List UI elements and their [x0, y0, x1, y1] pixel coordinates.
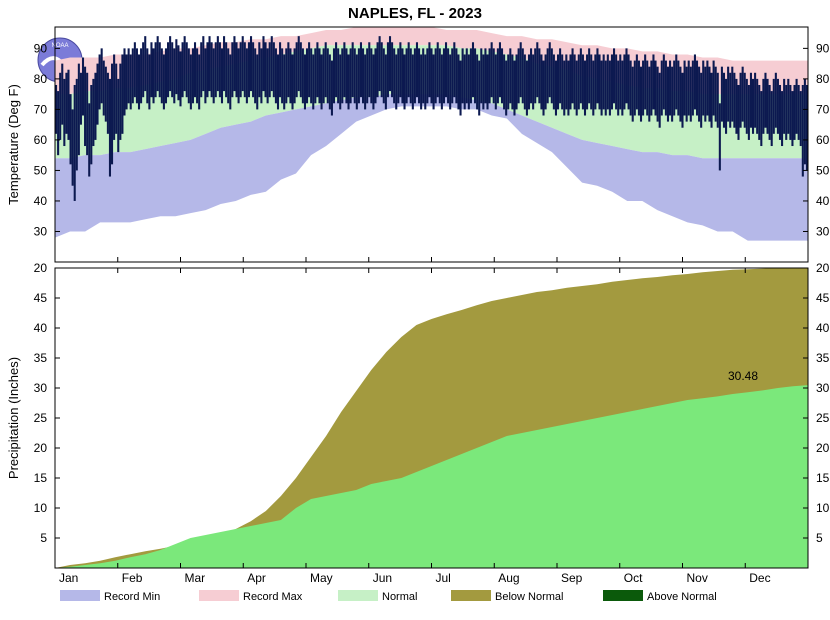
precip-ytick-right: 20 [816, 441, 830, 455]
month-label: Apr [247, 571, 266, 585]
month-label: Jul [436, 571, 451, 585]
legend-label: Record Min [104, 591, 160, 603]
temp-ytick-right: 70 [816, 102, 830, 116]
precip-ytick: 15 [34, 471, 48, 485]
precip-ytick-right: 10 [816, 501, 830, 515]
precip-ytick-right: 35 [816, 351, 830, 365]
month-label: Mar [185, 571, 206, 585]
chart-svg: NAPLES, FL - 2023NOAA3030404050506060707… [0, 0, 830, 620]
legend-swatch [338, 590, 378, 601]
temp-ytick-right: 80 [816, 72, 830, 86]
climate-chart: NAPLES, FL - 2023NOAA3030404050506060707… [0, 0, 830, 620]
temp-ytick-right: 30 [816, 224, 830, 238]
legend-label: Record Max [243, 591, 303, 603]
legend-swatch [451, 590, 491, 601]
precip-ytick-right: 5 [816, 531, 823, 545]
temp-ytick-right: 90 [816, 41, 830, 55]
precip-ytick: 30 [34, 381, 48, 395]
legend-swatch [603, 590, 643, 601]
precip-ytick-right: 25 [816, 411, 830, 425]
month-label: Jun [373, 571, 392, 585]
month-label: Feb [122, 571, 143, 585]
precip-ytick-right: 40 [816, 321, 830, 335]
legend-label: Above Normal [647, 591, 717, 603]
precip-ytick: 25 [34, 411, 48, 425]
precip-value-label: 30.48 [728, 369, 758, 383]
temp-ytick: 80 [34, 72, 48, 86]
temp-ytick-right: 40 [816, 194, 830, 208]
precip-ytick: 40 [34, 321, 48, 335]
temp-ytick-right: 60 [816, 133, 830, 147]
precip-ytick: 5 [40, 531, 47, 545]
svg-text:20: 20 [34, 261, 48, 275]
month-label: Dec [749, 571, 770, 585]
precip-ytick-right: 45 [816, 291, 830, 305]
precip-ytick: 35 [34, 351, 48, 365]
month-label: Sep [561, 571, 583, 585]
chart-title: NAPLES, FL - 2023 [348, 5, 482, 22]
precip-ytick: 20 [34, 441, 48, 455]
legend: Record Min Record Max Normal Below Normal Ab… [60, 590, 717, 603]
temp-ytick: 40 [34, 194, 48, 208]
month-label: Nov [687, 571, 708, 585]
legend-swatch [199, 590, 239, 601]
svg-text:20: 20 [816, 261, 830, 275]
precip-ytick: 45 [34, 291, 48, 305]
temp-ytick-right: 50 [816, 163, 830, 177]
precip-ytick: 10 [34, 501, 48, 515]
legend-label: Normal [382, 591, 417, 603]
month-label: Jan [59, 571, 78, 585]
temp-ytick: 70 [34, 102, 48, 116]
legend-swatch [60, 590, 100, 601]
temp-ytick: 30 [34, 224, 48, 238]
month-label: Oct [624, 571, 643, 585]
temp-ylabel: Temperature (Deg F) [6, 84, 21, 205]
precip-ytick-right: 30 [816, 381, 830, 395]
month-label: Aug [498, 571, 519, 585]
temp-ytick: 90 [34, 41, 48, 55]
precip-ylabel: Precipitation (Inches) [6, 357, 21, 479]
temp-ytick: 60 [34, 133, 48, 147]
precip-ytick-right: 15 [816, 471, 830, 485]
temp-ytick: 50 [34, 163, 48, 177]
month-label: May [310, 571, 333, 585]
legend-label: Below Normal [495, 591, 563, 603]
